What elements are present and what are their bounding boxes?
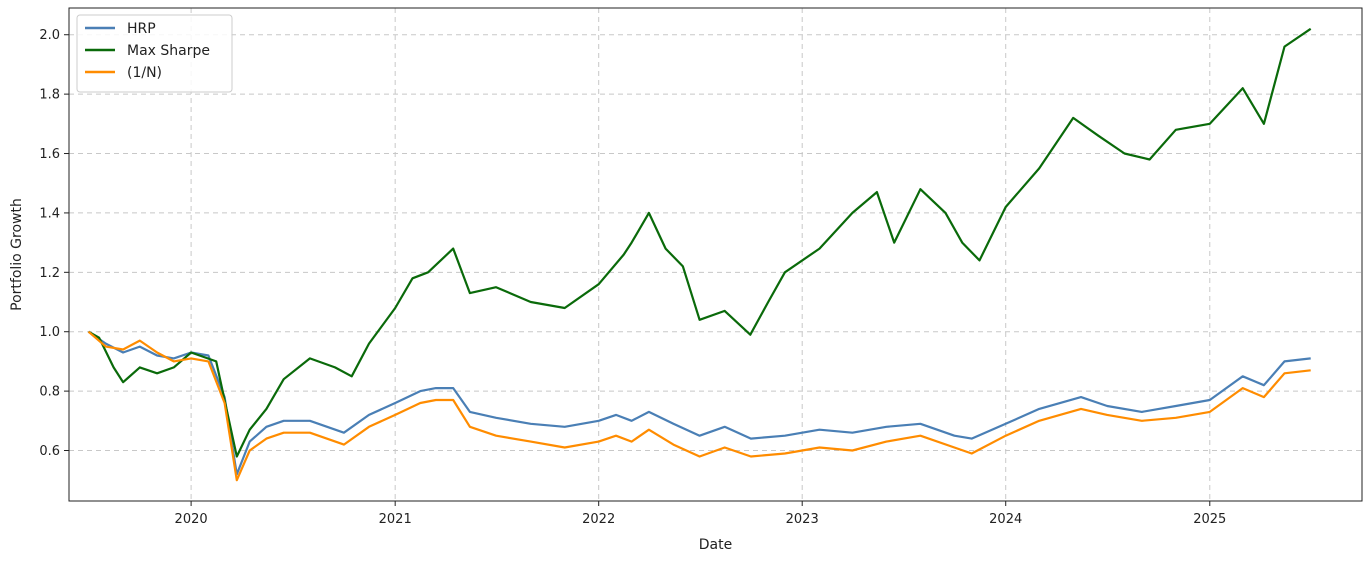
y-tick-label: 1.6: [39, 147, 60, 162]
plot-frame: [68, 7, 1363, 502]
x-tick-label: 2021: [379, 512, 412, 527]
y-tick-label: 2.0: [39, 28, 60, 43]
legend-box: [76, 14, 233, 93]
x-tick-label: 2022: [582, 512, 615, 527]
series-lines: [87, 27, 1312, 482]
x-tick-label: 2024: [989, 512, 1022, 527]
x-tick-label: 2020: [175, 512, 208, 527]
x-axis-label: Date: [699, 537, 732, 553]
x-tick-label: 2023: [786, 512, 819, 527]
y-tick-label: 0.6: [39, 444, 60, 459]
y-tick-label: 1.2: [39, 266, 60, 281]
x-tick-label: 2025: [1193, 512, 1226, 527]
y-tick-label: 1.8: [39, 88, 60, 103]
y-tick-label: 1.4: [39, 206, 60, 221]
series-line-1-n: [87, 330, 1311, 482]
y-axis-label: Portfolio Growth: [9, 198, 25, 311]
legend-label: HRP: [127, 21, 156, 37]
legend-label: (1/N): [127, 65, 162, 81]
axis-ticks: 2020 2021 2022 2023 2024 2025 0.6 0.8 1.0 1.2 1.4 1…: [39, 28, 1226, 527]
y-tick-label: 0.8: [39, 385, 60, 400]
y-tick-label: 1.0: [39, 325, 60, 340]
legend-label: Max Sharpe: [127, 43, 210, 59]
legend: HRP Max Sharpe (1/N): [76, 14, 233, 93]
series-line-max-sharpe: [87, 27, 1312, 458]
